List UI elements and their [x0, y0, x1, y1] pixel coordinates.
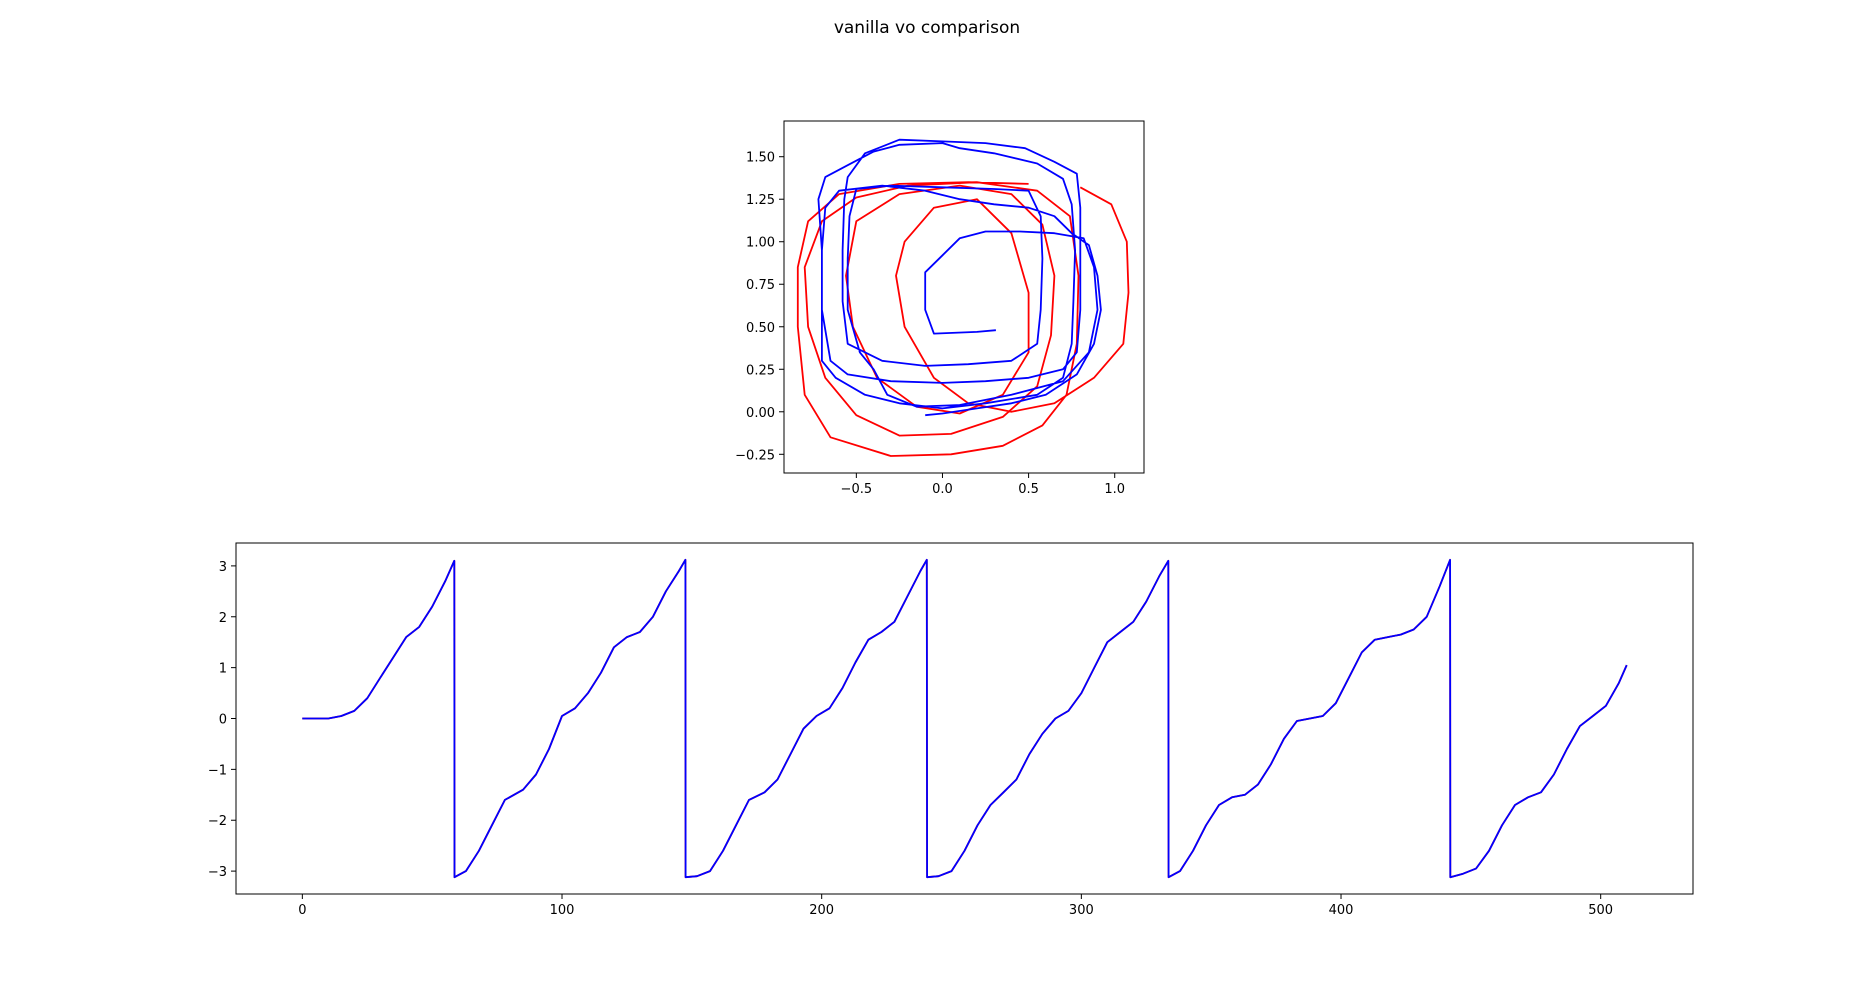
heading-y-tick-label: 1: [219, 662, 227, 677]
trajectory-y-tick-label: 0.25: [746, 363, 775, 378]
heading-x-tick-label: 100: [550, 903, 575, 918]
heading-x-tick-label: 400: [1329, 903, 1354, 918]
heading-x-tick-label: 200: [809, 903, 834, 918]
trajectory-x-tick-label: 0.0: [932, 482, 953, 497]
trajectory-series-line-0: [796, 181, 1130, 457]
trajectory-y-tick-label: 0.00: [746, 406, 775, 421]
trajectory-y-tick-label: 0.75: [746, 278, 775, 293]
heading-y-tick-label: −1: [208, 763, 227, 778]
heading-series-layer: [302, 558, 1628, 879]
trajectory-y-tick-label: 1.50: [746, 151, 775, 166]
heading-y-tick-label: 0: [219, 713, 227, 728]
trajectory-y-tick-label: 0.50: [746, 321, 775, 336]
heading-y-tick-label: −2: [208, 814, 227, 829]
heading-y-tick-label: 2: [219, 611, 227, 626]
heading-plot: 0 100 200 300 400 500 −3 −2 −1 0 1 2 3: [208, 542, 1694, 918]
trajectory-x-tick-label: 1.0: [1104, 482, 1125, 497]
trajectory-plot-frame: [783, 120, 1145, 474]
heading-y-tick-label: −3: [208, 865, 227, 880]
trajectory-series-line-1: [817, 138, 1102, 417]
trajectory-y-tick-label: −0.25: [735, 448, 775, 463]
heading-series-line-1: [302, 558, 1628, 879]
heading-x-tick-label: 300: [1069, 903, 1094, 918]
figure-title: vanilla vo comparison: [834, 18, 1020, 38]
trajectory-series-layer: [796, 138, 1130, 457]
trajectory-x-axis: −0.5 0.0 0.5 1.0: [841, 473, 1125, 497]
trajectory-x-tick-label: 0.5: [1018, 482, 1039, 497]
trajectory-plot: −0.5 0.0 0.5 1.0 −0.25 0.00 0.25 0.50 0.75 1.00 1…: [735, 120, 1145, 497]
heading-x-axis: 0 100 200 300 400 500: [298, 894, 1613, 918]
trajectory-y-tick-label: 1.00: [746, 236, 775, 251]
heading-x-tick-label: 500: [1588, 903, 1613, 918]
trajectory-y-axis: −0.25 0.00 0.25 0.50 0.75 1.00 1.25 1.50: [735, 151, 784, 463]
trajectory-y-tick-label: 1.25: [746, 193, 775, 208]
heading-y-axis: −3 −2 −1 0 1 2 3: [208, 560, 236, 880]
heading-y-tick-label: 3: [219, 560, 227, 575]
heading-x-tick-label: 0: [298, 903, 306, 918]
trajectory-x-tick-label: −0.5: [841, 482, 873, 497]
